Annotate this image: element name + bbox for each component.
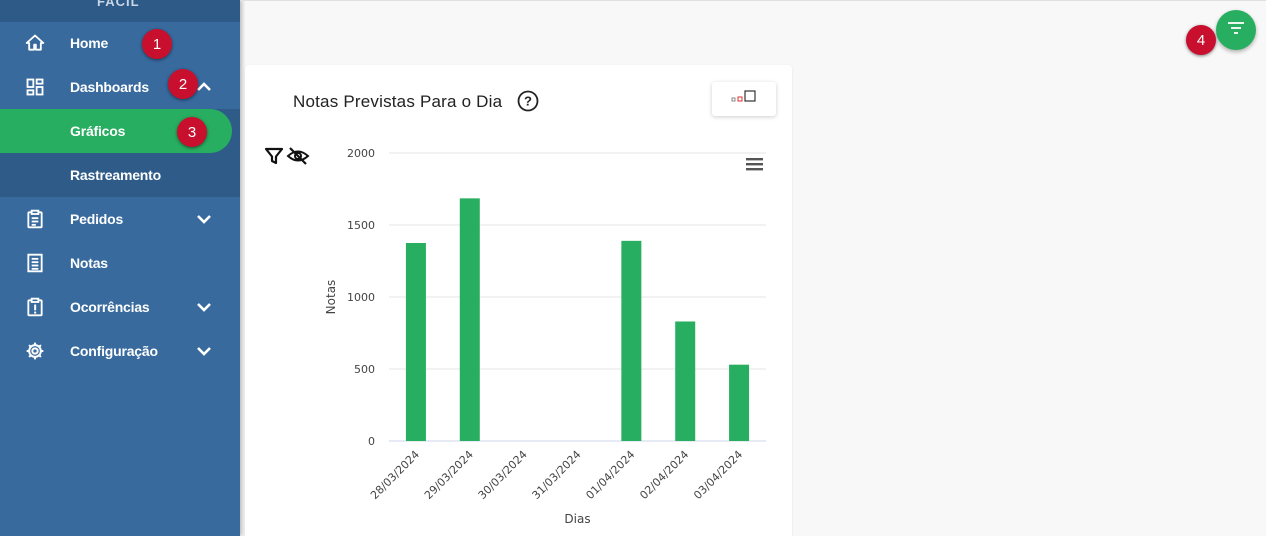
filter-icon[interactable]	[264, 146, 284, 166]
brand-logo: FACIL	[97, 0, 140, 9]
annotation-badge: 4	[1186, 25, 1216, 55]
x-tick-label: 03/04/2024	[691, 448, 745, 502]
sidebar-item-dashboards[interactable]: Dashboards	[0, 65, 240, 109]
x-tick-label: 30/03/2024	[476, 448, 530, 502]
sidebar-item-label: Ocorrências	[70, 299, 150, 315]
x-tick-label: 01/04/2024	[583, 448, 637, 502]
filter-list-icon	[1227, 21, 1245, 40]
sidebar-item-label: Dashboards	[70, 79, 149, 95]
x-tick-label: 29/03/2024	[422, 448, 476, 502]
help-icon[interactable]: ?	[517, 90, 539, 112]
sidebar-subitem-label: Rastreamento	[70, 167, 161, 183]
annotation-badge: 1	[142, 29, 172, 59]
bar	[675, 321, 696, 441]
dashboard-icon	[24, 77, 46, 97]
top-divider	[240, 0, 1266, 1]
chevron-up-icon	[195, 79, 213, 95]
gear-icon	[24, 341, 46, 361]
sidebar-subitem-rastreamento[interactable]: Rastreamento	[0, 153, 232, 197]
bar	[459, 198, 480, 441]
sidebar-item-label: Notas	[70, 255, 108, 271]
brand-bar: FACIL	[0, 0, 240, 22]
sidebar: FACIL Home Dashboards Gráficos Rastreame…	[0, 0, 240, 536]
card-title: Notas Previstas Para o Dia	[293, 92, 503, 111]
x-tick-label: 28/03/2024	[368, 448, 422, 502]
chevron-down-icon	[195, 343, 213, 359]
annotation-badge: 3	[177, 117, 207, 147]
x-axis-label: Dias	[564, 512, 590, 526]
chart-card: Notas Previstas Para o Dia ? 0 500 1000 150…	[245, 65, 792, 536]
bar	[405, 243, 426, 441]
expand-button[interactable]	[712, 82, 776, 116]
sidebar-item-pedidos[interactable]: Pedidos	[0, 197, 240, 241]
hide-eye-icon[interactable]	[286, 146, 310, 166]
y-axis-label: Notas	[324, 280, 338, 315]
clipboard-icon	[24, 209, 46, 229]
chevron-down-icon	[195, 299, 213, 315]
y-tick-label: 0	[368, 435, 375, 448]
sidebar-item-label: Pedidos	[70, 211, 124, 227]
filter-button[interactable]	[1216, 10, 1256, 50]
annotation-badge: 2	[168, 69, 198, 99]
x-tick-label: 31/03/2024	[530, 448, 584, 502]
y-tick-label: 500	[354, 363, 375, 376]
sidebar-item-notas[interactable]: Notas	[0, 241, 240, 285]
y-tick-label: 1500	[347, 219, 375, 232]
chart-menu-icon[interactable]	[746, 158, 763, 171]
sidebar-item-label: Configuração	[70, 343, 158, 359]
bar	[729, 364, 750, 441]
y-tick-label: 2000	[347, 147, 375, 160]
bar	[621, 240, 642, 441]
sidebar-item-configuracao[interactable]: Configuração	[0, 329, 240, 373]
chevron-down-icon	[195, 211, 213, 227]
sidebar-item-ocorrencias[interactable]: Ocorrências	[0, 285, 240, 329]
sidebar-item-home[interactable]: Home	[0, 21, 240, 65]
x-tick-label: 02/04/2024	[637, 448, 691, 502]
alert-clipboard-icon	[24, 297, 46, 317]
svg-text:?: ?	[524, 94, 532, 109]
receipt-icon	[24, 253, 46, 273]
bar-chart: 0 500 1000 1500 2000 28/03/2024 29/03/2024 30/0…	[324, 147, 766, 526]
sidebar-item-label: Home	[70, 35, 109, 51]
expand-icon	[731, 89, 757, 110]
y-tick-label: 1000	[347, 291, 375, 304]
home-icon	[24, 33, 46, 53]
sidebar-subitem-label: Gráficos	[70, 123, 126, 139]
